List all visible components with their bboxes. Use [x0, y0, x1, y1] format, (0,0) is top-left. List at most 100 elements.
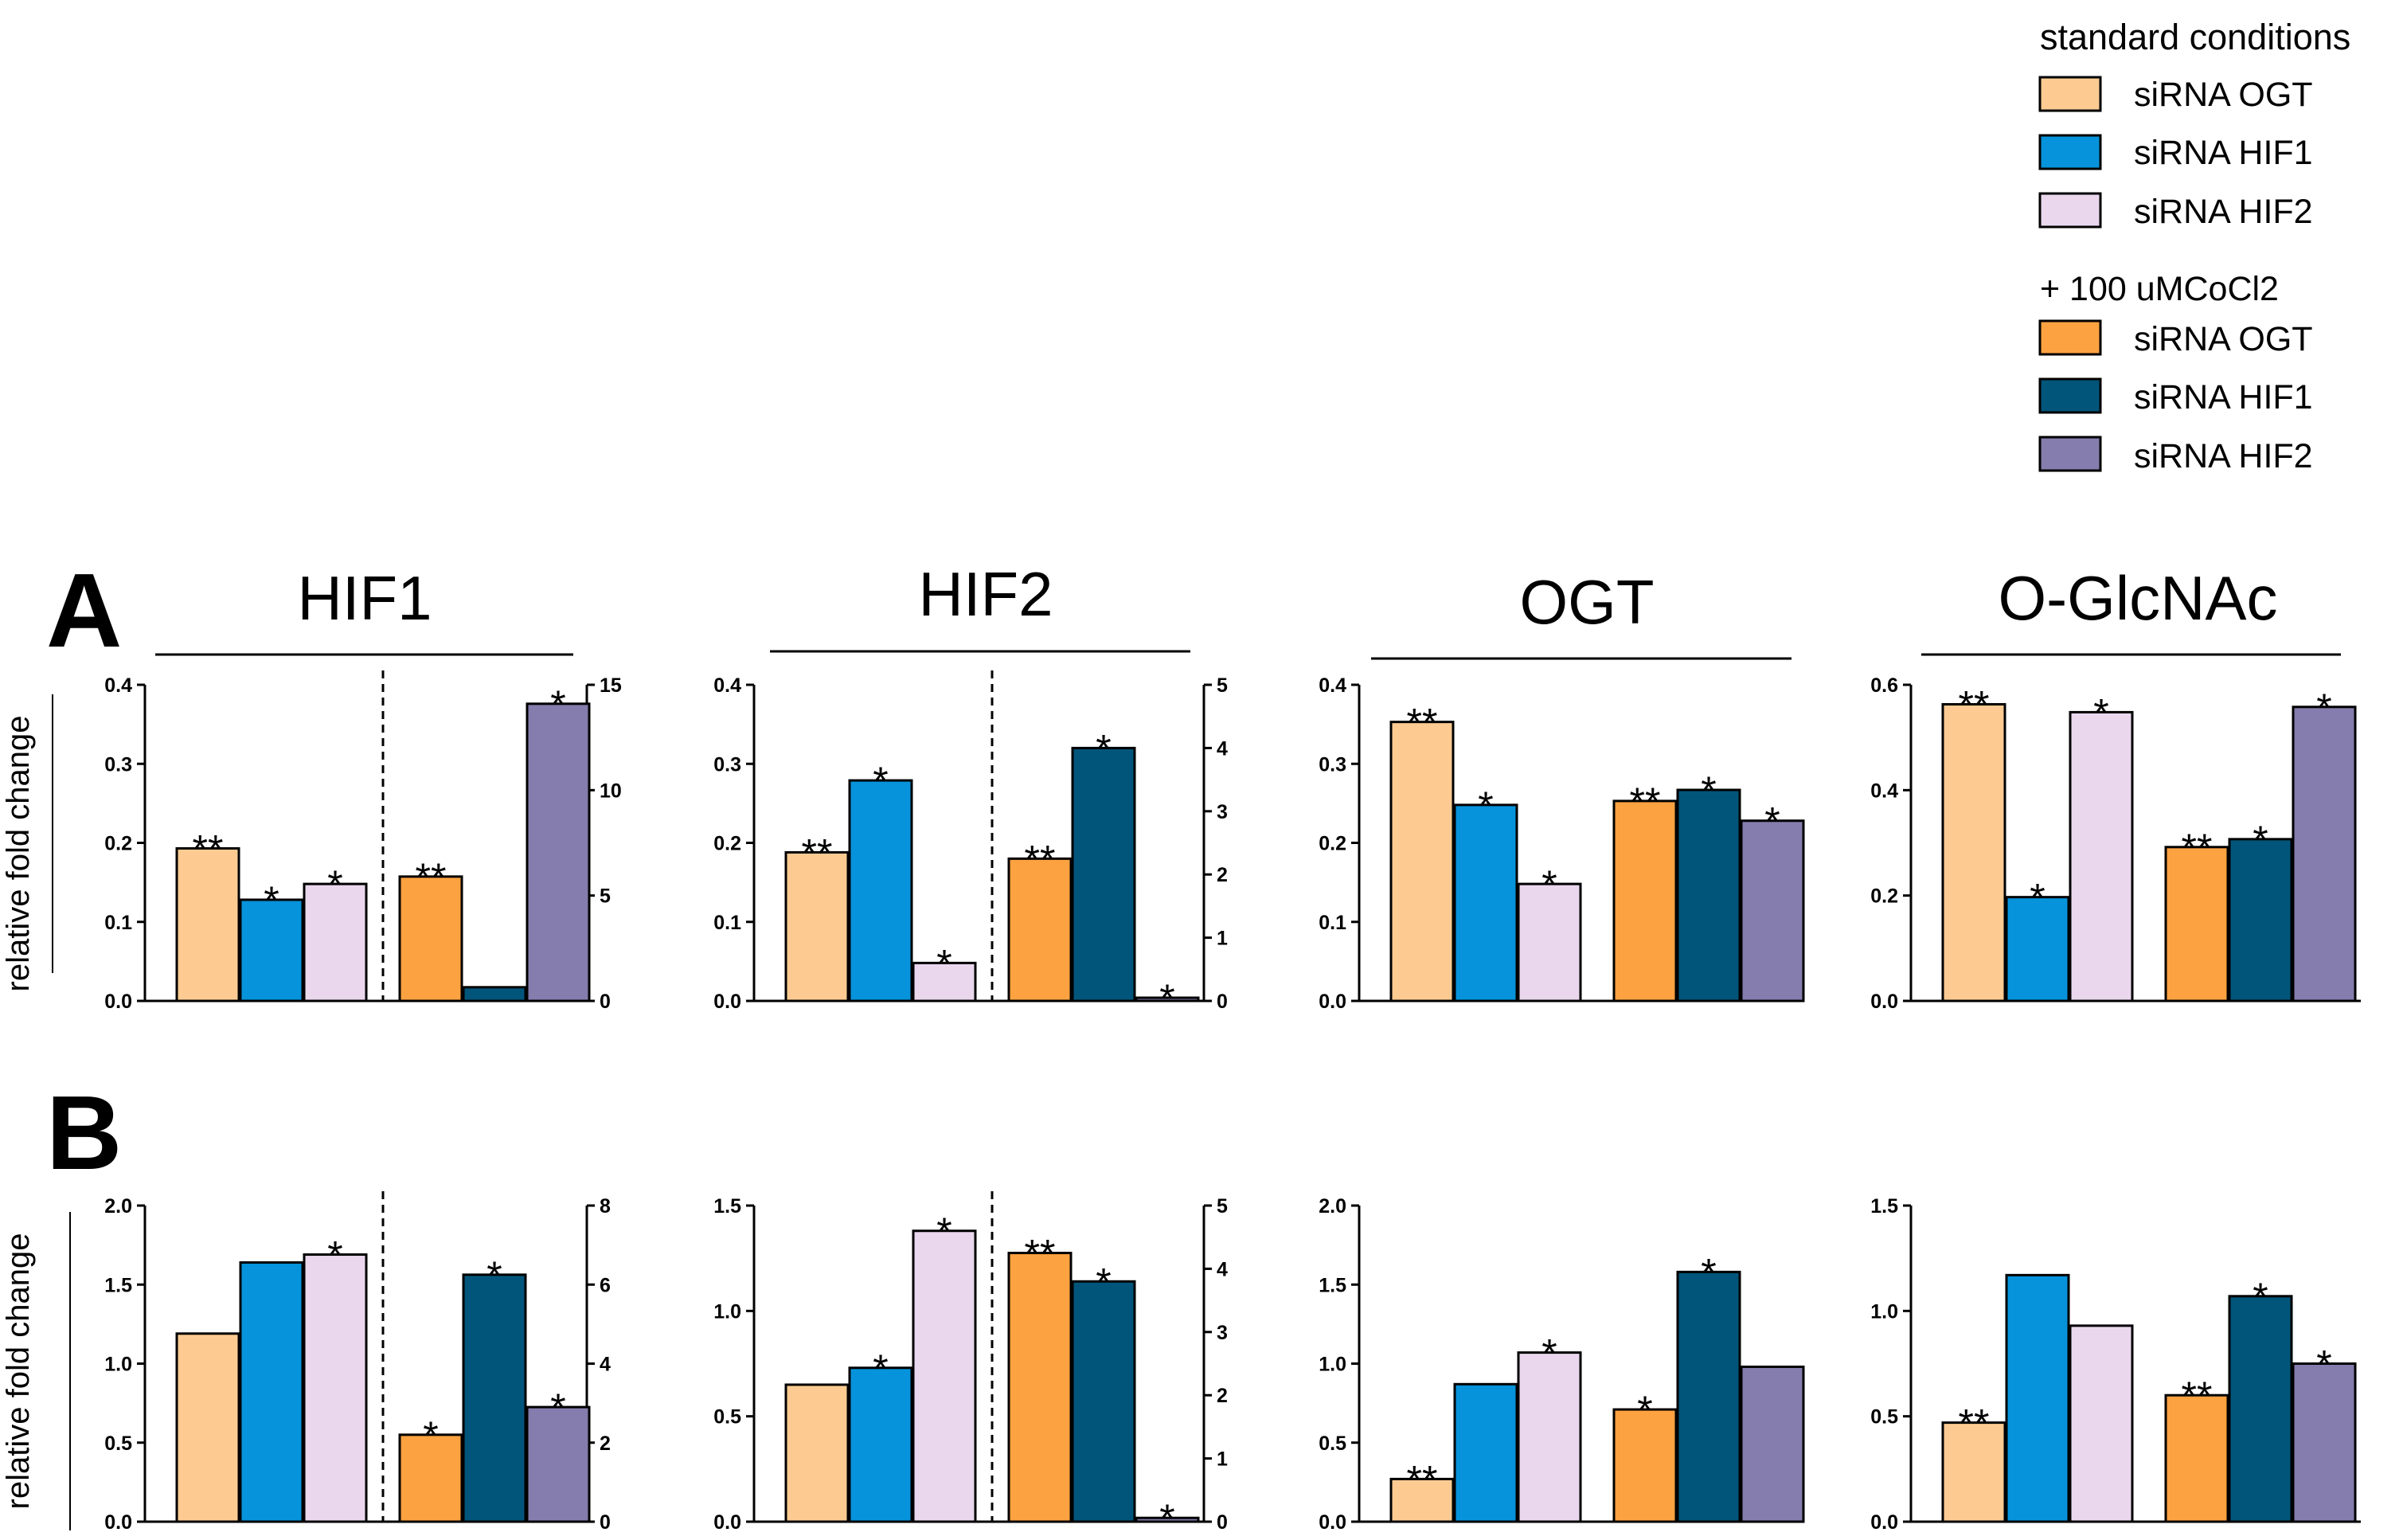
bar-std-ogt — [175, 846, 240, 1003]
column-title-hif2: HIF2 — [918, 559, 1053, 629]
significance-mark: * — [264, 878, 279, 923]
y-tick-label-right: 5 — [1217, 674, 1228, 697]
y-tick-label-left: 1.5 — [713, 1195, 741, 1218]
bar-std-ogt — [175, 1332, 240, 1523]
significance-mark: ** — [1407, 701, 1438, 745]
significance-mark: * — [486, 1253, 502, 1298]
significance-mark: * — [1764, 799, 1780, 844]
bar-co-ogt — [1612, 1408, 1678, 1523]
y-tick-label-left: 0.2 — [713, 833, 741, 855]
significance-mark: * — [936, 1210, 951, 1254]
bar-std-hif2 — [1517, 1351, 1582, 1523]
significance-mark: * — [1541, 862, 1557, 907]
y-tick-label-right: 4 — [600, 1354, 611, 1376]
bar-co-ogt — [1007, 1252, 1073, 1523]
significance-mark: * — [550, 1386, 565, 1430]
bar-co-hif1 — [1071, 746, 1136, 1003]
y-tick-label-left: 1.0 — [713, 1300, 741, 1323]
chart-b-ogt: 0.00.51.01.52.0***** — [1319, 1195, 1805, 1534]
bar-co-ogt — [1612, 799, 1678, 1003]
column-title-ogt: OGT — [1520, 567, 1655, 637]
bar-co-hif1 — [1676, 1270, 1741, 1523]
y-tick-label-right: 5 — [1217, 1195, 1228, 1218]
y-tick-label-left: 0.1 — [104, 912, 132, 934]
bar-co-hif1 — [462, 986, 527, 1003]
y-tick-label-right: 8 — [600, 1195, 611, 1218]
bar-co-ogt — [2164, 846, 2229, 1003]
bar-co-hif2 — [1740, 1365, 1805, 1523]
legend-group1-title: standard conditions — [2040, 17, 2350, 57]
significance-mark: ** — [2182, 826, 2213, 870]
row-label-b: B — [46, 1074, 122, 1191]
significance-mark: * — [936, 941, 951, 986]
y-tick-label-left: 0.4 — [713, 674, 741, 697]
y-tick-label-left: 1.5 — [1870, 1195, 1898, 1218]
significance-mark: * — [873, 759, 888, 803]
legend-group2-title: + 100 uMCoCl2 — [2040, 270, 2279, 308]
significance-mark: * — [1159, 976, 1174, 1021]
bar-co-hif2 — [526, 702, 591, 1003]
bar-std-hif1 — [2005, 896, 2070, 1003]
bar-std-hif2 — [1517, 882, 1582, 1003]
y-tick-label-left: 0.2 — [104, 833, 132, 855]
bar-co-hif1 — [2228, 1295, 2293, 1523]
bar-co-hif2 — [2292, 706, 2357, 1003]
y-tick-label-left: 1.5 — [104, 1274, 132, 1296]
y-tick-label-right: 5 — [600, 885, 611, 908]
y-tick-label-left: 0.1 — [713, 912, 741, 934]
bar-co-hif2 — [2292, 1362, 2357, 1523]
significance-mark: * — [1159, 1496, 1174, 1540]
column-title-o-glcnac: O-GlcNAc — [1999, 563, 2278, 633]
bar-co-hif2 — [1740, 819, 1805, 1003]
y-tick-label-left: 0.0 — [713, 1511, 741, 1534]
y-tick-label-left: 0.5 — [1319, 1433, 1346, 1455]
legend-label-std-hif2: siRNA HIF2 — [2134, 193, 2313, 231]
bar-std-hif1 — [1453, 803, 1518, 1003]
legend-label-std-ogt: siRNA OGT — [2134, 76, 2313, 114]
significance-mark: * — [2316, 1343, 2331, 1387]
y-tick-label-left: 1.0 — [1319, 1354, 1346, 1376]
legend: standard conditions siRNA OGT siRNA HIF1… — [2038, 17, 2350, 475]
legend-swatch-std-hif2 — [2038, 192, 2102, 229]
bar-co-ogt — [1007, 857, 1073, 1003]
legend-swatch-co-hif2 — [2038, 436, 2102, 472]
bar-std-ogt — [784, 850, 850, 1003]
y-tick-label-right: 0 — [1217, 1511, 1228, 1534]
significance-mark: * — [423, 1413, 438, 1458]
significance-mark: * — [327, 862, 342, 907]
y-tick-label-left: 0.4 — [104, 674, 132, 697]
y-tick-label-right: 2 — [1217, 864, 1228, 886]
bar-std-hif1 — [239, 898, 304, 1003]
y-tick-label-left: 0.6 — [1870, 674, 1898, 697]
significance-mark: ** — [1025, 1232, 1056, 1276]
bar-co-hif1 — [2228, 838, 2293, 1003]
significance-mark: ** — [1959, 1401, 1990, 1446]
y-tick-label-left: 0.0 — [1870, 1511, 1898, 1534]
bar-std-ogt — [1389, 721, 1455, 1003]
y-tick-label-left: 0.4 — [1319, 674, 1346, 697]
bar-co-hif2 — [1135, 996, 1200, 1003]
y-tick-label-left: 1.0 — [104, 1354, 132, 1376]
y-tick-label-right: 6 — [600, 1274, 611, 1296]
significance-mark: * — [2316, 686, 2331, 730]
y-tick-label-left: 0.0 — [104, 1511, 132, 1534]
significance-mark: * — [2253, 818, 2268, 862]
bar-co-ogt — [398, 875, 463, 1003]
bar-std-ogt — [784, 1383, 850, 1523]
y-tick-label-left: 0.0 — [104, 991, 132, 1013]
legend-label-co-hif1: siRNA HIF1 — [2134, 378, 2313, 416]
y-tick-label-left: 0.0 — [1319, 1511, 1346, 1534]
significance-mark: ** — [1959, 682, 1990, 727]
bar-co-ogt — [398, 1433, 463, 1523]
y-tick-label-left: 1.5 — [1319, 1274, 1346, 1296]
y-tick-label-left: 1.0 — [1870, 1300, 1898, 1323]
y-tick-label-left: 0.0 — [1870, 991, 1898, 1013]
bar-std-hif1 — [2005, 1273, 2070, 1523]
y-tick-label-left: 2.0 — [104, 1195, 132, 1218]
row-label-a: A — [46, 552, 122, 669]
legend-swatch-co-hif1 — [2038, 377, 2102, 414]
